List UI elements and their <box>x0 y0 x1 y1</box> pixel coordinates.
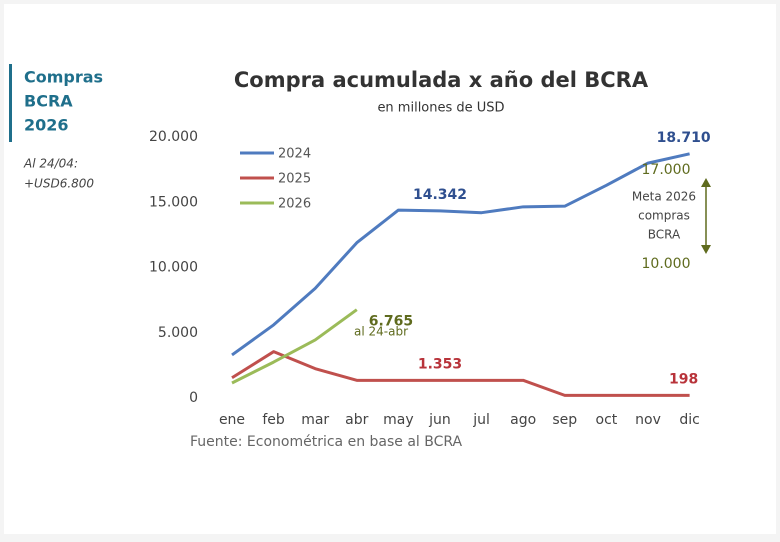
data-label: 6.765 <box>369 314 413 330</box>
y-tick-label: 10.000 <box>149 260 198 276</box>
annotation: al 24-abr <box>354 325 408 339</box>
x-tick-label: feb <box>262 412 285 428</box>
meta-arrowheads <box>701 178 711 254</box>
source: Fuente: Econométrica en base al BCRA <box>190 434 463 450</box>
annotation: 10.000 <box>642 256 691 272</box>
x-tick-label: ene <box>219 412 245 428</box>
x-tick-label: oct <box>596 412 618 428</box>
series-line <box>231 152 690 357</box>
sidebar-note: +USD6.800 <box>24 177 94 191</box>
annotation: Meta 2026 <box>632 190 696 204</box>
y-tick-label: 15.000 <box>149 194 198 210</box>
background <box>4 4 776 534</box>
sidebar-bar <box>9 64 12 142</box>
data-label: 18.710 <box>657 130 711 146</box>
y-tick-label: 20.000 <box>149 129 198 145</box>
data-label: 198 <box>669 371 698 387</box>
sidebar-title: BCRA <box>24 92 73 111</box>
annotation: compras <box>638 209 690 223</box>
x-tick-label: sep <box>552 412 577 428</box>
series-line <box>231 308 358 385</box>
x-tick-label: jul <box>472 412 490 428</box>
chart-subtitle: en millones de USD <box>377 101 504 116</box>
x-tick-label: abr <box>345 412 368 428</box>
x-tick-label: may <box>383 412 414 428</box>
legend-label: 2025 <box>278 172 311 187</box>
series-line <box>231 350 690 397</box>
x-tick-label: nov <box>635 412 661 428</box>
chart-title: Compra acumulada x año del BCRA <box>234 68 649 92</box>
data-label: 1.353 <box>418 356 462 372</box>
x-tick-label: mar <box>301 412 329 428</box>
legend-label: 2024 <box>278 147 311 162</box>
annotation: BCRA <box>648 228 681 242</box>
sidebar-title: Compras <box>24 68 103 87</box>
data-label: 14.342 <box>413 187 467 203</box>
annotation: 17.000 <box>642 162 691 178</box>
x-tick-label: ago <box>510 412 536 428</box>
y-tick-label: 0 <box>189 390 198 406</box>
sidebar-title: 2026 <box>24 116 69 135</box>
sidebar-note: Al 24/04: <box>23 157 78 171</box>
y-tick-label: 5.000 <box>158 325 198 341</box>
x-tick-label: jun <box>428 412 451 428</box>
legend-label: 2026 <box>278 197 311 212</box>
x-tick-label: dic <box>679 412 699 428</box>
